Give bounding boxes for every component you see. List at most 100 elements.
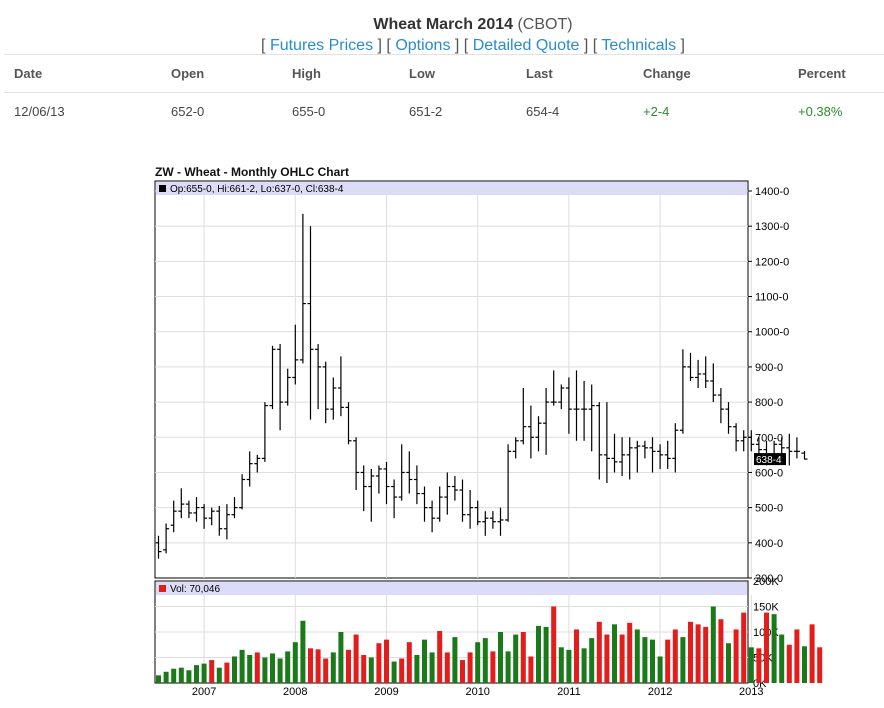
volume-bar [201,663,207,683]
cell-high: 655-0 [292,104,326,119]
cell-last: 654-4 [526,104,560,119]
volume-bar [247,654,253,683]
volume-bar [718,619,724,683]
volume-bar [786,644,792,683]
price-tick-label: 1200-0 [755,256,789,268]
ohlc-values-label: Op:655-0, Hi:661-2, Lo:637-0, Cl:638-4 [170,184,344,195]
volume-bar [627,622,633,683]
volume-bar [490,651,496,683]
volume-bar [406,642,412,683]
options-link[interactable]: Options [395,37,451,54]
x-tick-label: 2008 [283,686,307,698]
header-low: Low [409,66,435,81]
volume-bar [817,647,823,683]
volume-legend-icon [159,585,166,592]
futures-prices-link[interactable]: Futures Prices [269,37,374,54]
volume-bar [657,656,663,683]
volume-bar [262,657,268,683]
volume-bar [338,632,344,683]
volume-bar [680,637,686,683]
volume-bar [171,668,177,683]
volume-bar [186,670,192,683]
header-last: Last [526,66,553,81]
volume-bar [300,620,306,683]
volume-bar [467,652,473,683]
volume-bar [543,626,549,683]
volume-bar [232,656,237,683]
volume-bar [566,649,572,683]
x-tick-label: 2009 [374,686,398,698]
price-tick-label: 1000-0 [755,327,789,339]
volume-tick-label: 50K [753,653,773,665]
detailed-quote-link[interactable]: Detailed Quote [472,37,580,54]
volume-bar [794,629,800,683]
volume-bar [444,652,450,683]
volume-bar [771,614,777,683]
volume-bar [665,639,671,683]
price-tick-label: 800-0 [755,397,783,409]
cell-open: 652-0 [171,104,205,119]
volume-bar [194,665,199,683]
header-percent: Percent [798,66,846,81]
volume-bar [612,624,617,683]
x-tick-label: 2010 [465,686,489,698]
volume-bar [551,606,557,683]
price-tick-label: 1300-0 [755,221,789,233]
quote-header-row: Date Open High Low Last Change Percent [4,54,884,92]
volume-bar [809,624,815,683]
ohlc-legend-icon [159,185,166,192]
price-tick-label: 1100-0 [755,292,788,304]
volume-bar [209,660,215,683]
volume-bar [536,625,541,683]
volume-bar [178,667,184,683]
volume-bar [156,675,161,683]
x-tick-label: 2012 [648,686,672,698]
volume-bar [239,649,245,683]
volume-bar [642,637,648,683]
volume-bar [315,649,321,683]
page-title: Wheat March 2014 (CBOT) [0,16,884,34]
price-tick-label: 500-0 [755,503,783,515]
cell-date: 12/06/13 [14,104,65,119]
volume-bar [254,652,260,683]
volume-bar [429,652,435,683]
nav-links: [ Futures Prices ] [ Options ] [ Detaile… [261,37,685,54]
volume-bar [574,629,579,683]
chart-title: ZW - Wheat - Monthly OHLC Chart [155,165,349,179]
x-tick-label: 2011 [557,686,581,698]
volume-bar [764,612,769,683]
volume-bar [353,634,359,683]
volume-bar [452,637,458,683]
ohlc-label-band [156,182,747,195]
header-date: Date [14,66,43,81]
quote-data-row: 12/06/13 652-0 655-0 651-2 654-4 +2-4 +0… [4,92,884,130]
volume-bar [391,661,397,683]
last-price-label: 638-4 [756,455,782,466]
volume-bar [802,646,807,683]
volume-bar [482,638,488,683]
quote-table: Date Open High Low Last Change Percent 1… [4,54,884,130]
volume-bar [292,642,298,683]
technicals-link[interactable]: Technicals [601,37,677,54]
volume-tick-label: 150K [753,602,779,614]
volume-bar [695,624,701,683]
volume-bar [756,648,762,683]
volume-bar [437,630,443,683]
volume-bar [589,638,595,683]
header-change: Change [643,66,691,81]
volume-bar [498,632,503,683]
volume-bar [224,662,230,683]
cell-change: +2-4 [643,104,670,119]
volume-value-label: Vol: 70,046 [170,584,220,595]
exchange-label: (CBOT) [517,16,573,33]
volume-bar [672,629,678,683]
volume-bar [285,651,291,683]
volume-bar [650,639,655,683]
header-high: High [292,66,321,81]
volume-bar [346,649,351,683]
volume-bar [528,656,534,683]
volume-bar [376,643,382,683]
volume-bar [779,634,785,683]
volume-bar [748,647,754,683]
contract-name: Wheat March 2014 [373,16,514,33]
